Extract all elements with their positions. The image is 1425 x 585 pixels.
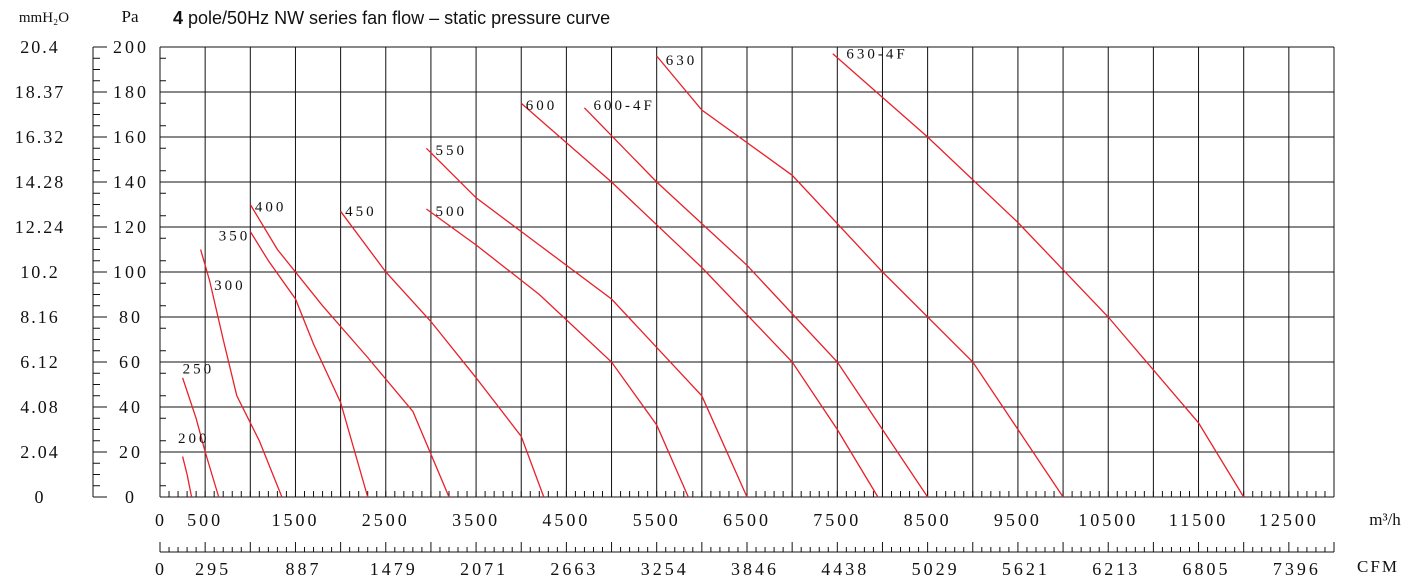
pa-tick-label: 200 bbox=[113, 37, 149, 57]
x-tick-label: 10500 bbox=[1078, 510, 1138, 530]
x-tick-label: 7500 bbox=[813, 510, 861, 530]
cfm-tick-label: 1479 bbox=[370, 559, 418, 579]
series-label-200: 200 bbox=[178, 431, 210, 447]
series-line-400 bbox=[250, 205, 449, 498]
x-tick-label: 1500 bbox=[271, 510, 319, 530]
series-label-250: 250 bbox=[183, 361, 215, 377]
series-line-630-4f bbox=[833, 54, 1244, 497]
series-label-630: 630 bbox=[666, 53, 698, 69]
pa-tick-label: 180 bbox=[113, 82, 149, 102]
cfm-tick-label: 2663 bbox=[550, 559, 598, 579]
series-layer bbox=[183, 54, 1244, 497]
mmh2o-tick-label: 10.2 bbox=[20, 262, 60, 282]
cfm-tick-label: 295 bbox=[195, 559, 231, 579]
cfm-tick-label: 887 bbox=[285, 559, 321, 579]
series-line-500 bbox=[426, 209, 688, 497]
series-label-500: 500 bbox=[435, 204, 467, 220]
x-tick-label: 0 bbox=[155, 510, 167, 530]
pa-tick-label: 80 bbox=[119, 307, 143, 327]
cfm-tick-label: 7396 bbox=[1273, 559, 1321, 579]
cfm-tick-label: 5029 bbox=[912, 559, 960, 579]
series-line-550 bbox=[426, 148, 747, 497]
mmh2o-tick-label: 0 bbox=[35, 487, 46, 507]
title-bold: 4 bbox=[173, 8, 183, 28]
x-tick-label: 3500 bbox=[452, 510, 500, 530]
plot-grid bbox=[93, 47, 1334, 552]
series-line-200 bbox=[183, 457, 192, 498]
pa-tick-label: 100 bbox=[113, 262, 149, 282]
title-rest: pole/50Hz NW series fan flow – static pr… bbox=[183, 8, 610, 28]
series-label-350: 350 bbox=[219, 229, 251, 245]
x-tick-label: 8500 bbox=[904, 510, 952, 530]
cfm-tick-label: 2071 bbox=[460, 559, 508, 579]
x-tick-label: 4500 bbox=[542, 510, 590, 530]
x-tick-label: 11500 bbox=[1169, 510, 1228, 530]
cfm-tick-label: 6805 bbox=[1183, 559, 1231, 579]
pa-tick-label: 160 bbox=[113, 127, 149, 147]
series-label-600: 600 bbox=[526, 98, 558, 114]
x-tick-label: 9500 bbox=[994, 510, 1042, 530]
mmh2o-tick-label: 12.24 bbox=[15, 217, 66, 237]
series-label-300: 300 bbox=[214, 278, 246, 294]
pa-tick-label: 0 bbox=[125, 487, 137, 507]
cfm-tick-label: 5621 bbox=[1002, 559, 1050, 579]
cfm-tick-label: 0 bbox=[155, 559, 167, 579]
series-label-550: 550 bbox=[435, 143, 467, 159]
cfm-tick-label: 4438 bbox=[821, 559, 869, 579]
labels-layer: 0 2.04 4.08 6.12 8.16 10.2 12.24 14.28 16.32 18.3… bbox=[15, 37, 1321, 579]
mmh2o-unit-label: mmH₂O bbox=[19, 10, 69, 26]
m3h-unit-label: m³/h bbox=[1369, 510, 1401, 529]
x-tick-label: 6500 bbox=[723, 510, 771, 530]
pa-tick-label: 60 bbox=[119, 352, 143, 372]
pa-unit-label: Pa bbox=[122, 7, 139, 26]
x-tick-label: 12500 bbox=[1259, 510, 1319, 530]
series-label-450: 450 bbox=[345, 204, 377, 220]
cfm-tick-label: 6213 bbox=[1092, 559, 1140, 579]
mmh2o-tick-label: 18.37 bbox=[15, 82, 66, 102]
mmh2o-tick-label: 2.04 bbox=[20, 442, 60, 462]
series-line-600 bbox=[521, 103, 878, 497]
mmh2o-tick-label: 16.32 bbox=[15, 127, 66, 147]
pa-tick-label: 40 bbox=[119, 397, 143, 417]
cfm-tick-label: 3254 bbox=[641, 559, 689, 579]
x-tick-label: 5500 bbox=[633, 510, 681, 530]
x-tick-label: 500 bbox=[187, 510, 223, 530]
x-tick-label: 2500 bbox=[362, 510, 410, 530]
series-label-400: 400 bbox=[255, 199, 286, 215]
mmh2o-tick-label: 14.28 bbox=[15, 172, 66, 192]
series-label-630-4f: 630-4F bbox=[846, 46, 907, 62]
mmh2o-tick-label: 4.08 bbox=[20, 397, 60, 417]
series-line-600-4f bbox=[584, 108, 927, 497]
series-line-350 bbox=[250, 232, 367, 498]
series-line-450 bbox=[341, 211, 544, 497]
mmh2o-tick-label: 20.4 bbox=[20, 37, 60, 57]
pa-tick-label: 140 bbox=[113, 172, 149, 192]
series-label-600-4f: 600-4F bbox=[593, 98, 654, 114]
pa-tick-label: 20 bbox=[119, 442, 143, 462]
mmh2o-tick-label: 8.16 bbox=[20, 307, 60, 327]
pa-tick-label: 120 bbox=[113, 217, 149, 237]
chart-title: 4 pole/50Hz NW series fan flow – static … bbox=[173, 8, 610, 28]
cfm-tick-label: 3846 bbox=[731, 559, 779, 579]
cfm-unit-label: CFM bbox=[1357, 557, 1399, 576]
mmh2o-tick-label: 6.12 bbox=[20, 352, 60, 372]
